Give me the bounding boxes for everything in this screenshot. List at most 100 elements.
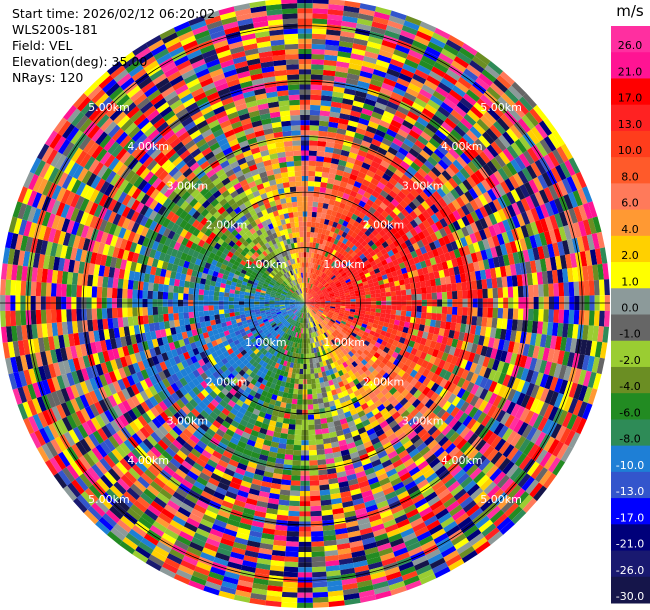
velocity-gate xyxy=(281,326,287,332)
velocity-gate xyxy=(334,329,340,335)
velocity-gate xyxy=(378,547,394,557)
velocity-gate xyxy=(439,387,449,399)
velocity-gate xyxy=(521,476,535,492)
velocity-gate xyxy=(369,481,381,490)
velocity-gate xyxy=(125,532,141,546)
velocity-gate xyxy=(401,305,407,311)
velocity-gate xyxy=(556,322,564,337)
velocity-gate xyxy=(307,394,313,400)
velocity-gate xyxy=(375,365,383,373)
velocity-gate xyxy=(389,234,398,243)
velocity-gate xyxy=(416,530,432,542)
velocity-gate xyxy=(346,387,354,395)
velocity-gate xyxy=(521,114,535,130)
velocity-gate xyxy=(312,326,316,333)
velocity-gate xyxy=(483,111,497,125)
velocity-gate xyxy=(307,262,311,268)
velocity-gate xyxy=(259,394,267,402)
velocity-gate xyxy=(396,490,410,501)
velocity-gate xyxy=(409,188,420,199)
velocity-gate xyxy=(415,349,423,358)
velocity-gate xyxy=(316,289,322,294)
velocity-gate xyxy=(320,300,326,302)
velocity-gate xyxy=(510,188,521,203)
velocity-gate xyxy=(400,310,407,317)
velocity-gate xyxy=(377,433,388,442)
velocity-gate xyxy=(261,444,271,452)
velocity-gate xyxy=(319,306,325,309)
velocity-gate xyxy=(439,227,448,238)
velocity-gate xyxy=(306,368,311,375)
velocity-gate xyxy=(495,245,503,257)
velocity-gate xyxy=(322,161,331,169)
velocity-gate xyxy=(422,187,433,198)
velocity-gate xyxy=(515,226,525,240)
velocity-gate xyxy=(474,454,487,468)
velocity-gate xyxy=(327,590,344,597)
velocity-gate xyxy=(353,389,361,397)
velocity-gate xyxy=(361,179,371,187)
velocity-gate xyxy=(268,365,275,372)
velocity-gate xyxy=(436,306,443,314)
velocity-gate xyxy=(371,486,383,495)
velocity-gate xyxy=(418,535,434,547)
velocity-gate xyxy=(539,373,549,388)
velocity-gate xyxy=(495,349,503,361)
velocity-gate xyxy=(377,214,386,222)
velocity-gate xyxy=(349,334,356,341)
velocity-gate xyxy=(554,255,563,270)
velocity-gate xyxy=(351,493,363,501)
velocity-gate xyxy=(181,460,193,471)
velocity-gate xyxy=(507,484,522,499)
velocity-gate xyxy=(323,354,329,361)
velocity-gate xyxy=(568,309,575,325)
velocity-gate xyxy=(316,282,321,287)
velocity-gate xyxy=(276,395,283,402)
velocity-gate xyxy=(390,309,397,315)
velocity-gate xyxy=(350,488,362,496)
velocity-gate xyxy=(178,464,190,475)
velocity-gate xyxy=(305,300,310,303)
velocity-gate xyxy=(308,444,317,451)
velocity-gate xyxy=(299,307,303,312)
velocity-gate xyxy=(568,207,578,224)
velocity-gate xyxy=(567,192,579,208)
velocity-gate xyxy=(347,120,359,128)
velocity-gate xyxy=(367,240,375,247)
velocity-gate xyxy=(330,261,336,267)
velocity-gate xyxy=(423,435,435,447)
velocity-gate xyxy=(519,408,530,422)
velocity-gate xyxy=(357,149,368,158)
velocity-gate xyxy=(336,542,351,550)
velocity-gate xyxy=(291,398,298,405)
velocity-gate xyxy=(359,313,365,318)
velocity-gate xyxy=(367,476,379,486)
velocity-gate xyxy=(382,411,392,421)
velocity-gate xyxy=(381,137,393,147)
velocity-gate xyxy=(324,337,329,344)
velocity-gate xyxy=(487,236,496,249)
velocity-gate xyxy=(332,269,339,276)
velocity-gate xyxy=(474,138,487,152)
velocity-gate xyxy=(369,290,376,295)
velocity-gate xyxy=(541,418,553,434)
velocity-gate xyxy=(453,248,461,259)
velocity-gate xyxy=(338,324,345,329)
velocity-gate xyxy=(306,221,312,227)
velocity-gate xyxy=(499,243,508,256)
velocity-gate xyxy=(497,495,512,510)
velocity-gate xyxy=(376,124,389,134)
velocity-gate xyxy=(327,312,334,317)
velocity-gate xyxy=(427,250,435,259)
velocity-gate xyxy=(530,126,544,142)
velocity-gate xyxy=(379,420,389,429)
velocity-gate xyxy=(563,225,572,241)
velocity-gate xyxy=(322,432,331,440)
velocity-gate xyxy=(354,327,361,333)
velocity-gate xyxy=(427,170,438,181)
velocity-gate xyxy=(440,48,457,61)
velocity-gate xyxy=(440,454,452,466)
velocity-gate xyxy=(390,477,403,487)
velocity-gate xyxy=(360,65,375,74)
velocity-gate xyxy=(444,321,452,330)
